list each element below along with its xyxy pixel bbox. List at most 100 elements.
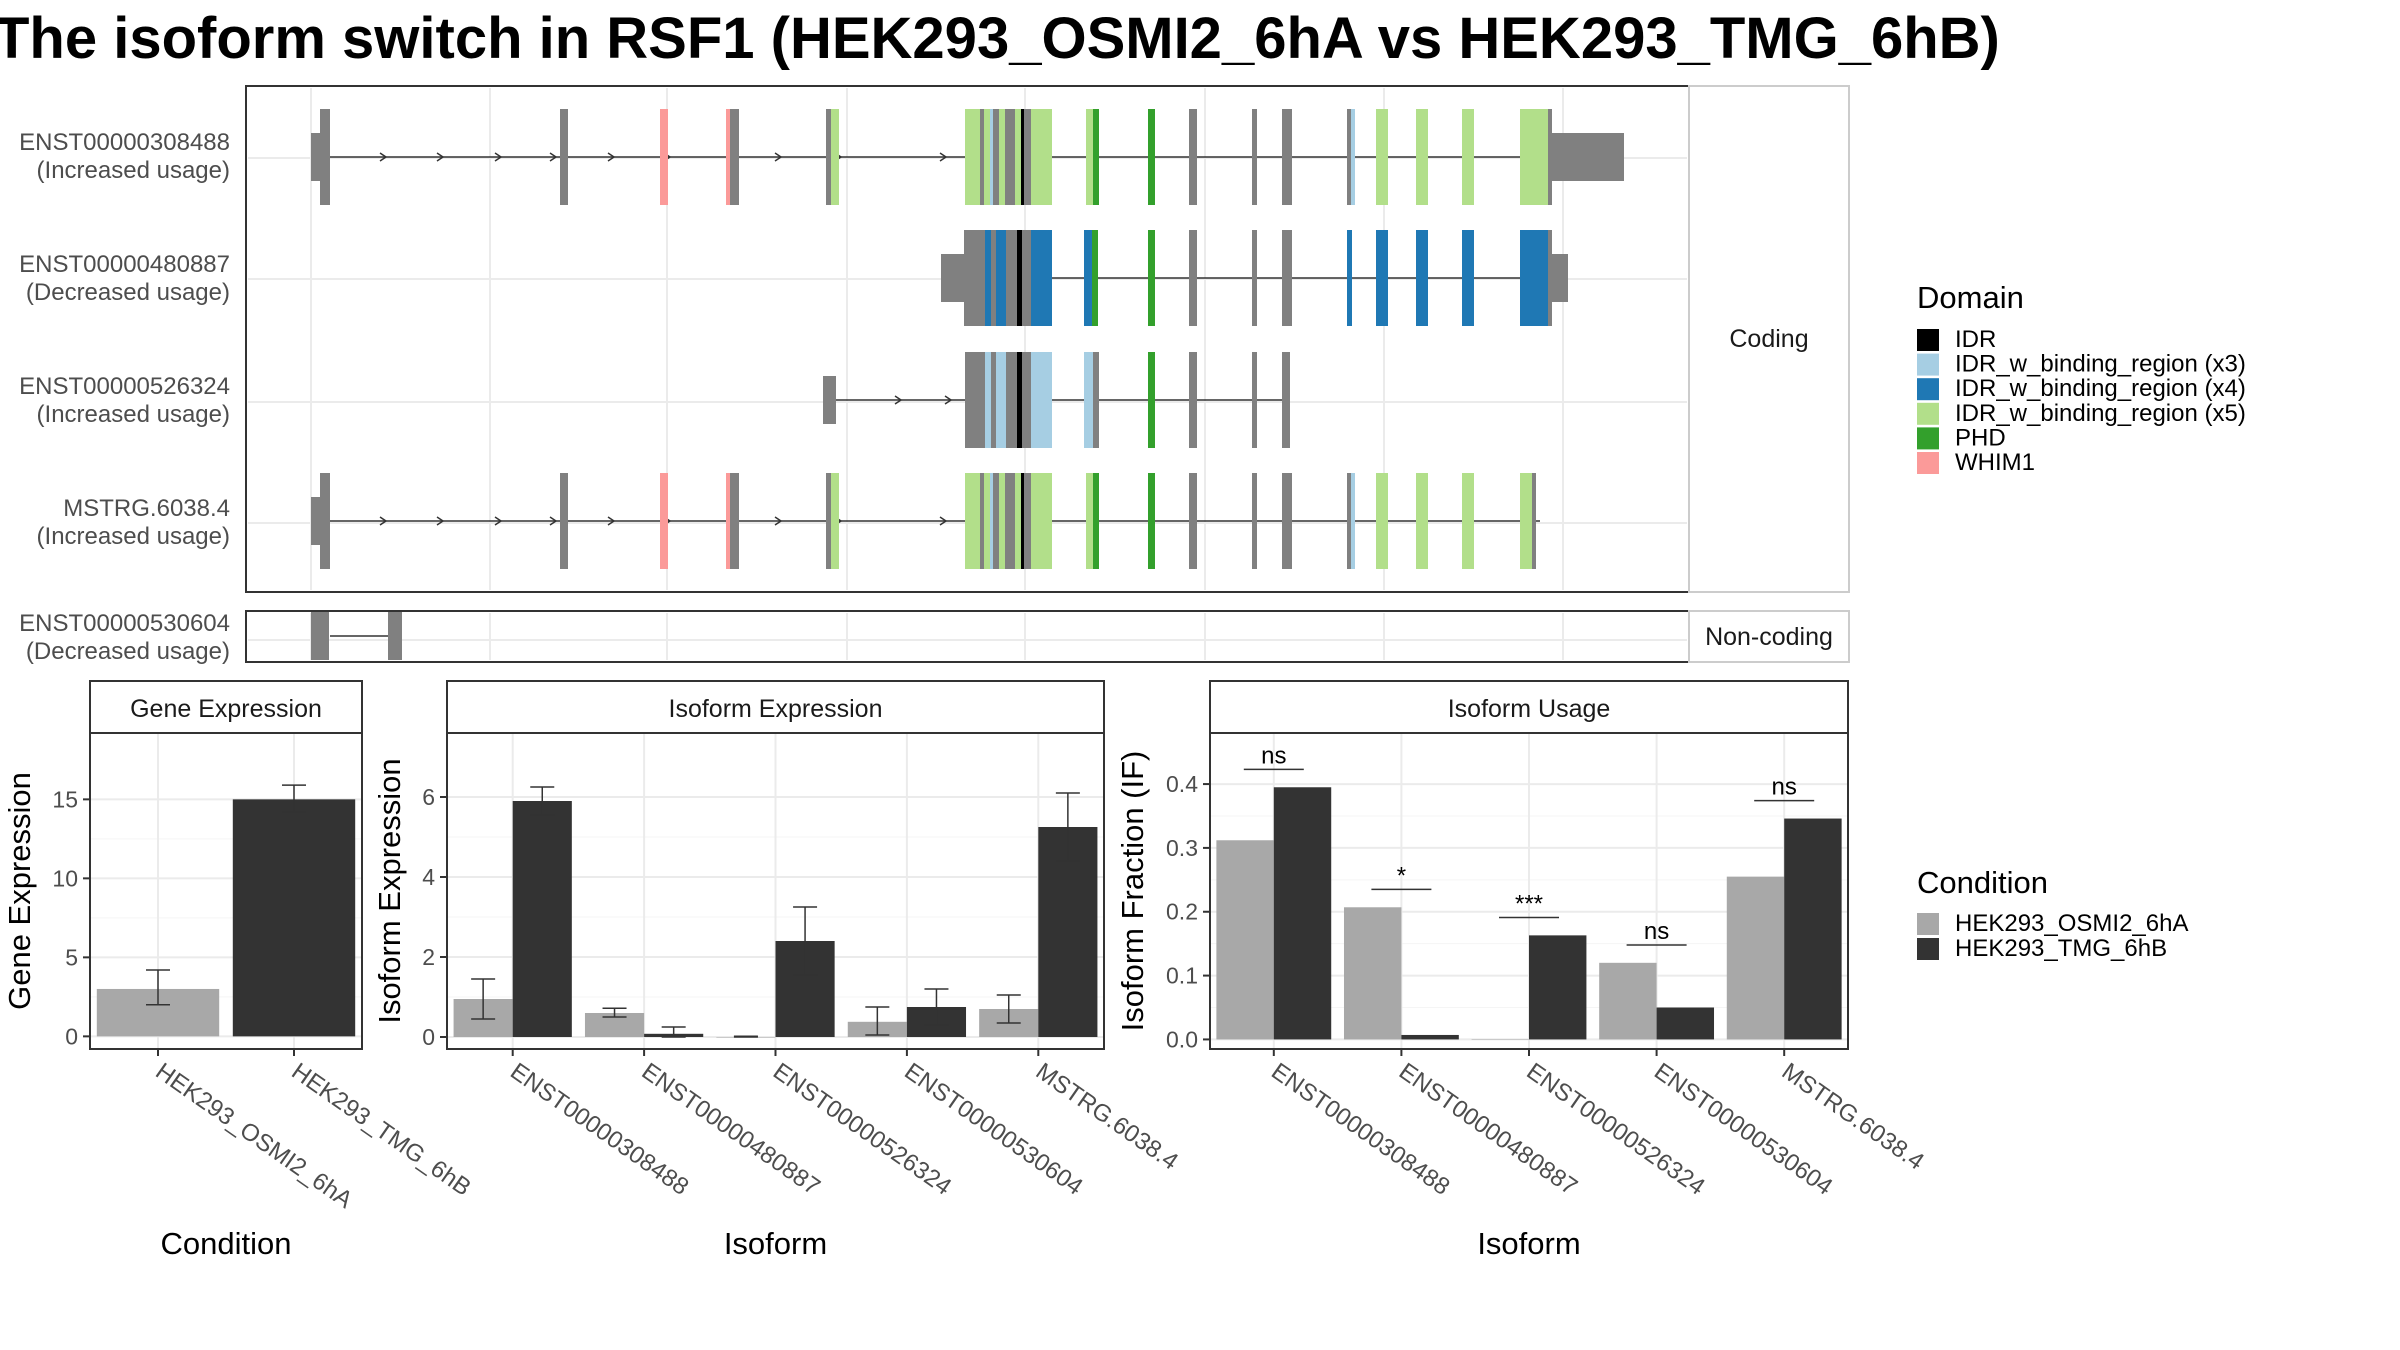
domain-idr xyxy=(1021,109,1024,205)
exon-block xyxy=(965,352,985,448)
strand-arrow xyxy=(494,152,503,162)
exon-block xyxy=(1252,230,1257,326)
domain-phd xyxy=(1093,109,1099,205)
strand-arrow xyxy=(607,516,616,526)
domain-legend-key xyxy=(1917,378,1939,401)
isoform-label-id: ENST00000530604 xyxy=(19,610,230,637)
domain-whim1 xyxy=(660,109,668,205)
domain-idr-binding-x5 xyxy=(1520,473,1532,569)
exon-block xyxy=(1532,473,1536,569)
strand-arrow xyxy=(436,516,445,526)
strand-arrow xyxy=(549,152,558,162)
domain-idr xyxy=(1017,352,1022,448)
domain-legend-key xyxy=(1917,329,1939,351)
domain-idr-binding-x3 xyxy=(1351,473,1355,569)
domain-idr-binding-x5 xyxy=(999,473,1005,569)
exon-block xyxy=(1282,352,1290,448)
domain-idr-binding-x4 xyxy=(1347,230,1352,326)
plot-frame xyxy=(89,732,363,1050)
panel-title: Isoform Expression xyxy=(669,695,883,723)
exon-block xyxy=(1189,473,1197,569)
exon-block xyxy=(1252,352,1257,448)
domain-idr-binding-x5 xyxy=(1462,109,1474,205)
exon-block xyxy=(1189,352,1197,448)
structure-panel: Coding Non-coding ENST00000308488 (Incre… xyxy=(19,85,1850,665)
domain-legend-label: IDR_w_binding_region (x5) xyxy=(1955,400,2246,427)
exon-block xyxy=(1024,109,1031,205)
exon-block xyxy=(311,612,329,660)
exon-block xyxy=(826,109,831,205)
domain-idr-binding-x5 xyxy=(1015,473,1021,569)
domain-idr-binding-x3 xyxy=(1031,352,1052,448)
x-axis-title: Isoform xyxy=(1477,1226,1580,1261)
domain-idr-binding-x5 xyxy=(984,473,990,569)
exon-block xyxy=(1006,352,1017,448)
utr-block xyxy=(823,376,836,424)
exon-block xyxy=(1005,109,1015,205)
exon-block xyxy=(980,473,984,569)
exon-block xyxy=(826,473,831,569)
exon-block xyxy=(560,109,568,205)
exon-block xyxy=(1189,109,1197,205)
strand-arrow xyxy=(379,152,388,162)
isoform-label-usage: (Decreased usage) xyxy=(26,638,230,665)
domain-idr-binding-x5 xyxy=(965,109,980,205)
bar-chart-panel: Isoform Usagens****nsns0.00.10.20.30.4EN… xyxy=(1115,680,1929,1261)
y-tick-label: 0 xyxy=(422,1024,435,1050)
domain-idr-binding-x5 xyxy=(831,473,839,569)
domain-idr-binding-x5 xyxy=(1416,109,1428,205)
y-tick-label: 10 xyxy=(52,865,78,891)
domain-whim1 xyxy=(726,473,730,569)
exon-block xyxy=(1006,230,1017,326)
y-tick-label: 0.2 xyxy=(1166,899,1198,925)
domain-whim1 xyxy=(726,109,730,205)
y-tick-label: 2 xyxy=(422,944,435,970)
domain-idr-binding-x3 xyxy=(996,352,1006,448)
domain-idr xyxy=(1017,230,1022,326)
domain-phd xyxy=(1148,473,1155,569)
exon-block xyxy=(1252,473,1257,569)
y-tick-label: 6 xyxy=(422,784,435,810)
y-tick-label: 0.3 xyxy=(1166,835,1198,861)
condition-legend-key xyxy=(1917,913,1939,935)
exon-block xyxy=(980,109,984,205)
bar xyxy=(1401,1034,1459,1040)
strand-arrow xyxy=(894,395,903,405)
domain-idr-binding-x5 xyxy=(1031,473,1052,569)
domain-phd xyxy=(1148,352,1155,448)
domain-idr-binding-x3 xyxy=(1351,109,1355,205)
domain-idr-binding-x3 xyxy=(990,109,993,205)
bar xyxy=(1273,787,1332,1040)
strand-arrow xyxy=(607,152,616,162)
domain-idr-binding-x5 xyxy=(1520,109,1548,205)
exon-block xyxy=(991,352,996,448)
exon-block xyxy=(1347,109,1351,205)
utr-block xyxy=(1552,254,1568,302)
strand-arrow xyxy=(939,152,948,162)
strand-arrow xyxy=(549,516,558,526)
exon-block xyxy=(1022,352,1031,448)
domain-legend-key xyxy=(1917,402,1939,425)
domain-idr-binding-x4 xyxy=(1031,230,1052,326)
bar xyxy=(1656,1007,1715,1040)
domain-legend-key xyxy=(1917,353,1939,376)
strand-arrow xyxy=(379,516,388,526)
domain-idr-binding-x4 xyxy=(1462,230,1474,326)
exon-block xyxy=(1347,473,1351,569)
exon-block xyxy=(1282,473,1292,569)
domain-idr-binding-x5 xyxy=(1031,109,1052,205)
condition-legend-label: HEK293_TMG_6hB xyxy=(1955,935,2167,962)
domain-idr-binding-x5 xyxy=(984,109,990,205)
exon-block xyxy=(730,473,739,569)
domain-idr-binding-x5 xyxy=(1015,109,1021,205)
coding-strip xyxy=(1688,85,1850,593)
y-axis-title: Gene Expression xyxy=(2,772,37,1010)
domain-idr-binding-x4 xyxy=(985,230,991,326)
condition-legend-label: HEK293_OSMI2_6hA xyxy=(1955,910,2188,937)
domain-idr-binding-x5 xyxy=(999,109,1005,205)
exon-block xyxy=(1189,230,1197,326)
utr-block xyxy=(941,254,965,302)
bar xyxy=(1471,1039,1529,1040)
